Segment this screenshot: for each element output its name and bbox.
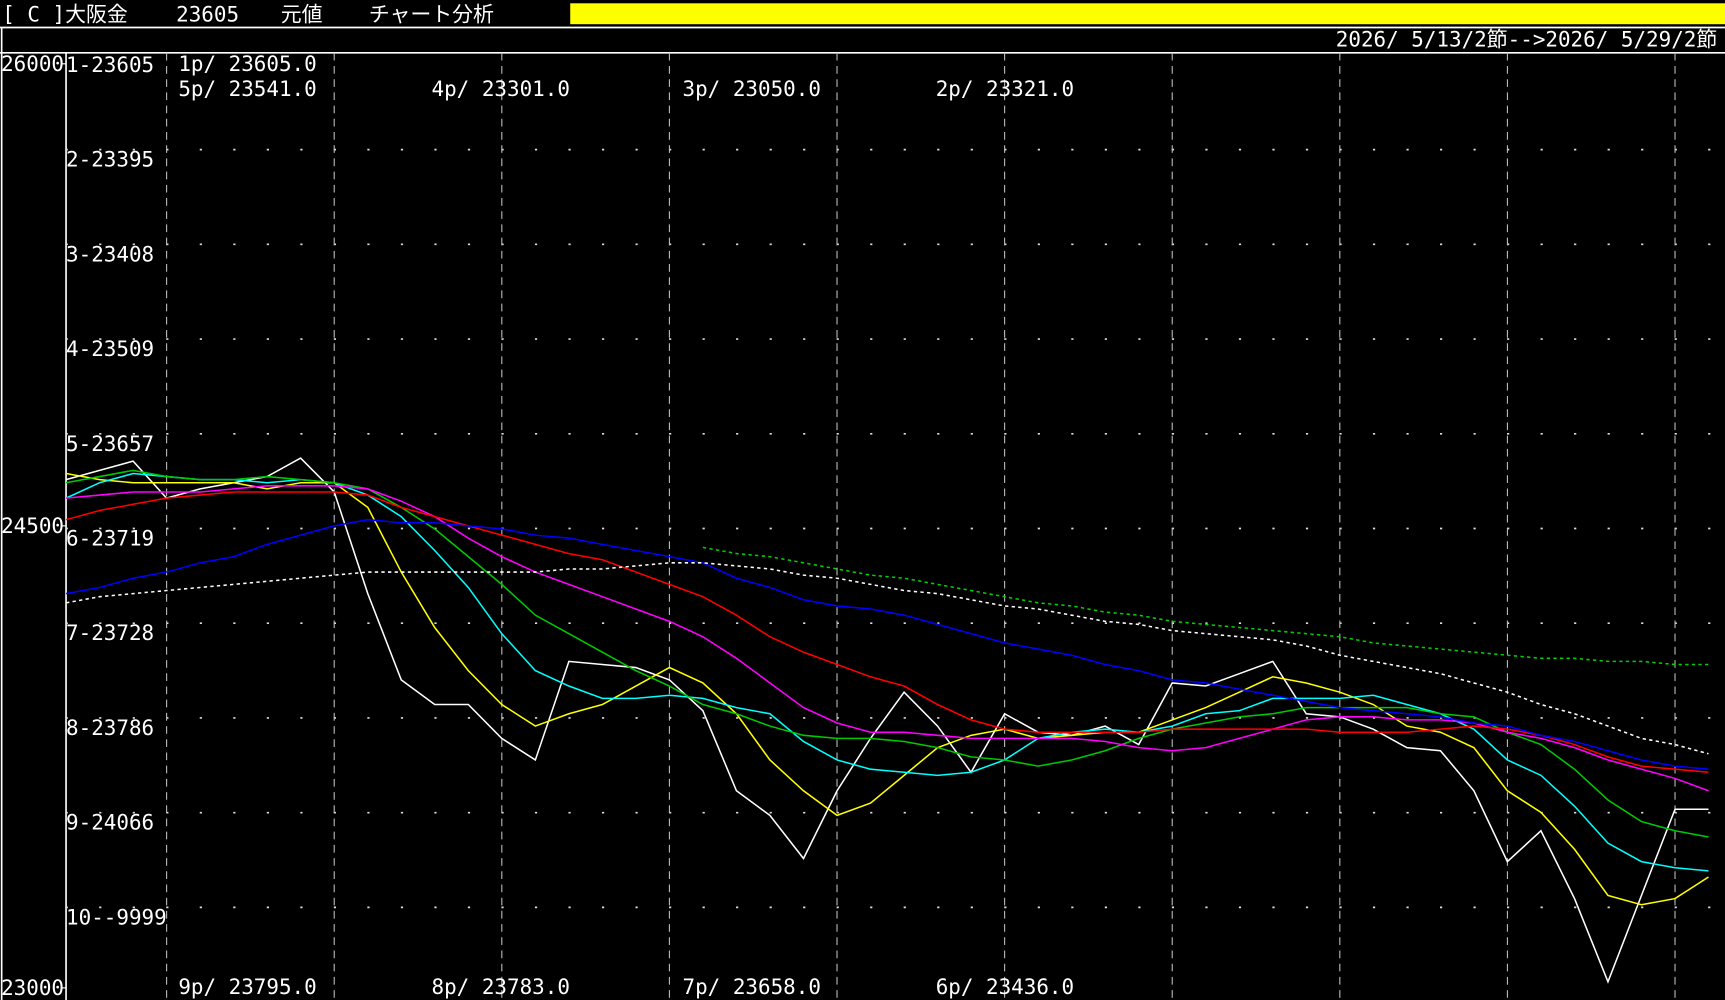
row-label: 2-23395 bbox=[66, 148, 154, 172]
price-label: 6p/ 23436.0 bbox=[936, 975, 1074, 999]
series-line bbox=[65, 491, 1709, 774]
row-label: 6-23719 bbox=[66, 527, 154, 551]
row-label: 3-23408 bbox=[66, 242, 154, 266]
series-line bbox=[65, 457, 1709, 984]
y-tick-label: 23000 bbox=[1, 976, 64, 1000]
row-label: 1-23605 bbox=[66, 53, 154, 77]
price-label: 3p/ 23050.0 bbox=[683, 77, 821, 101]
row-label: 7-23728 bbox=[66, 621, 154, 645]
row-label: 10--9999 bbox=[66, 905, 167, 929]
row-label: 9-24066 bbox=[66, 811, 154, 835]
row-label: 5-23657 bbox=[66, 432, 154, 456]
symbol: [ C ]大阪金 bbox=[2, 2, 128, 26]
price-label: 9p/ 23795.0 bbox=[178, 975, 316, 999]
price-label: 7p/ 23658.0 bbox=[683, 975, 821, 999]
mode: 元値 bbox=[281, 2, 323, 26]
lines bbox=[65, 457, 1709, 984]
row-label: 4-23509 bbox=[66, 337, 154, 361]
series-line bbox=[65, 518, 1709, 770]
title: チャート分析 bbox=[369, 2, 494, 26]
grid bbox=[61, 52, 1725, 1000]
row-label: 8-23786 bbox=[66, 716, 154, 740]
date-range: 2026/ 5/13/2節-->2026/ 5/29/2節 bbox=[1336, 28, 1717, 52]
y-tick-label: 26000 bbox=[1, 52, 64, 76]
price-label: 2p/ 23321.0 bbox=[936, 77, 1074, 101]
series-line bbox=[65, 485, 1709, 792]
price-label: 5p/ 23541.0 bbox=[178, 77, 316, 101]
price-label: 8p/ 23783.0 bbox=[432, 975, 570, 999]
price: 23605 bbox=[176, 2, 239, 26]
status-bar bbox=[570, 3, 1725, 25]
series-line bbox=[702, 546, 1709, 666]
price-label: 4p/ 23301.0 bbox=[432, 77, 570, 101]
price-label: 1p/ 23605.0 bbox=[178, 52, 316, 76]
series-line bbox=[65, 469, 1709, 838]
y-tick-label: 24500 bbox=[1, 514, 64, 538]
